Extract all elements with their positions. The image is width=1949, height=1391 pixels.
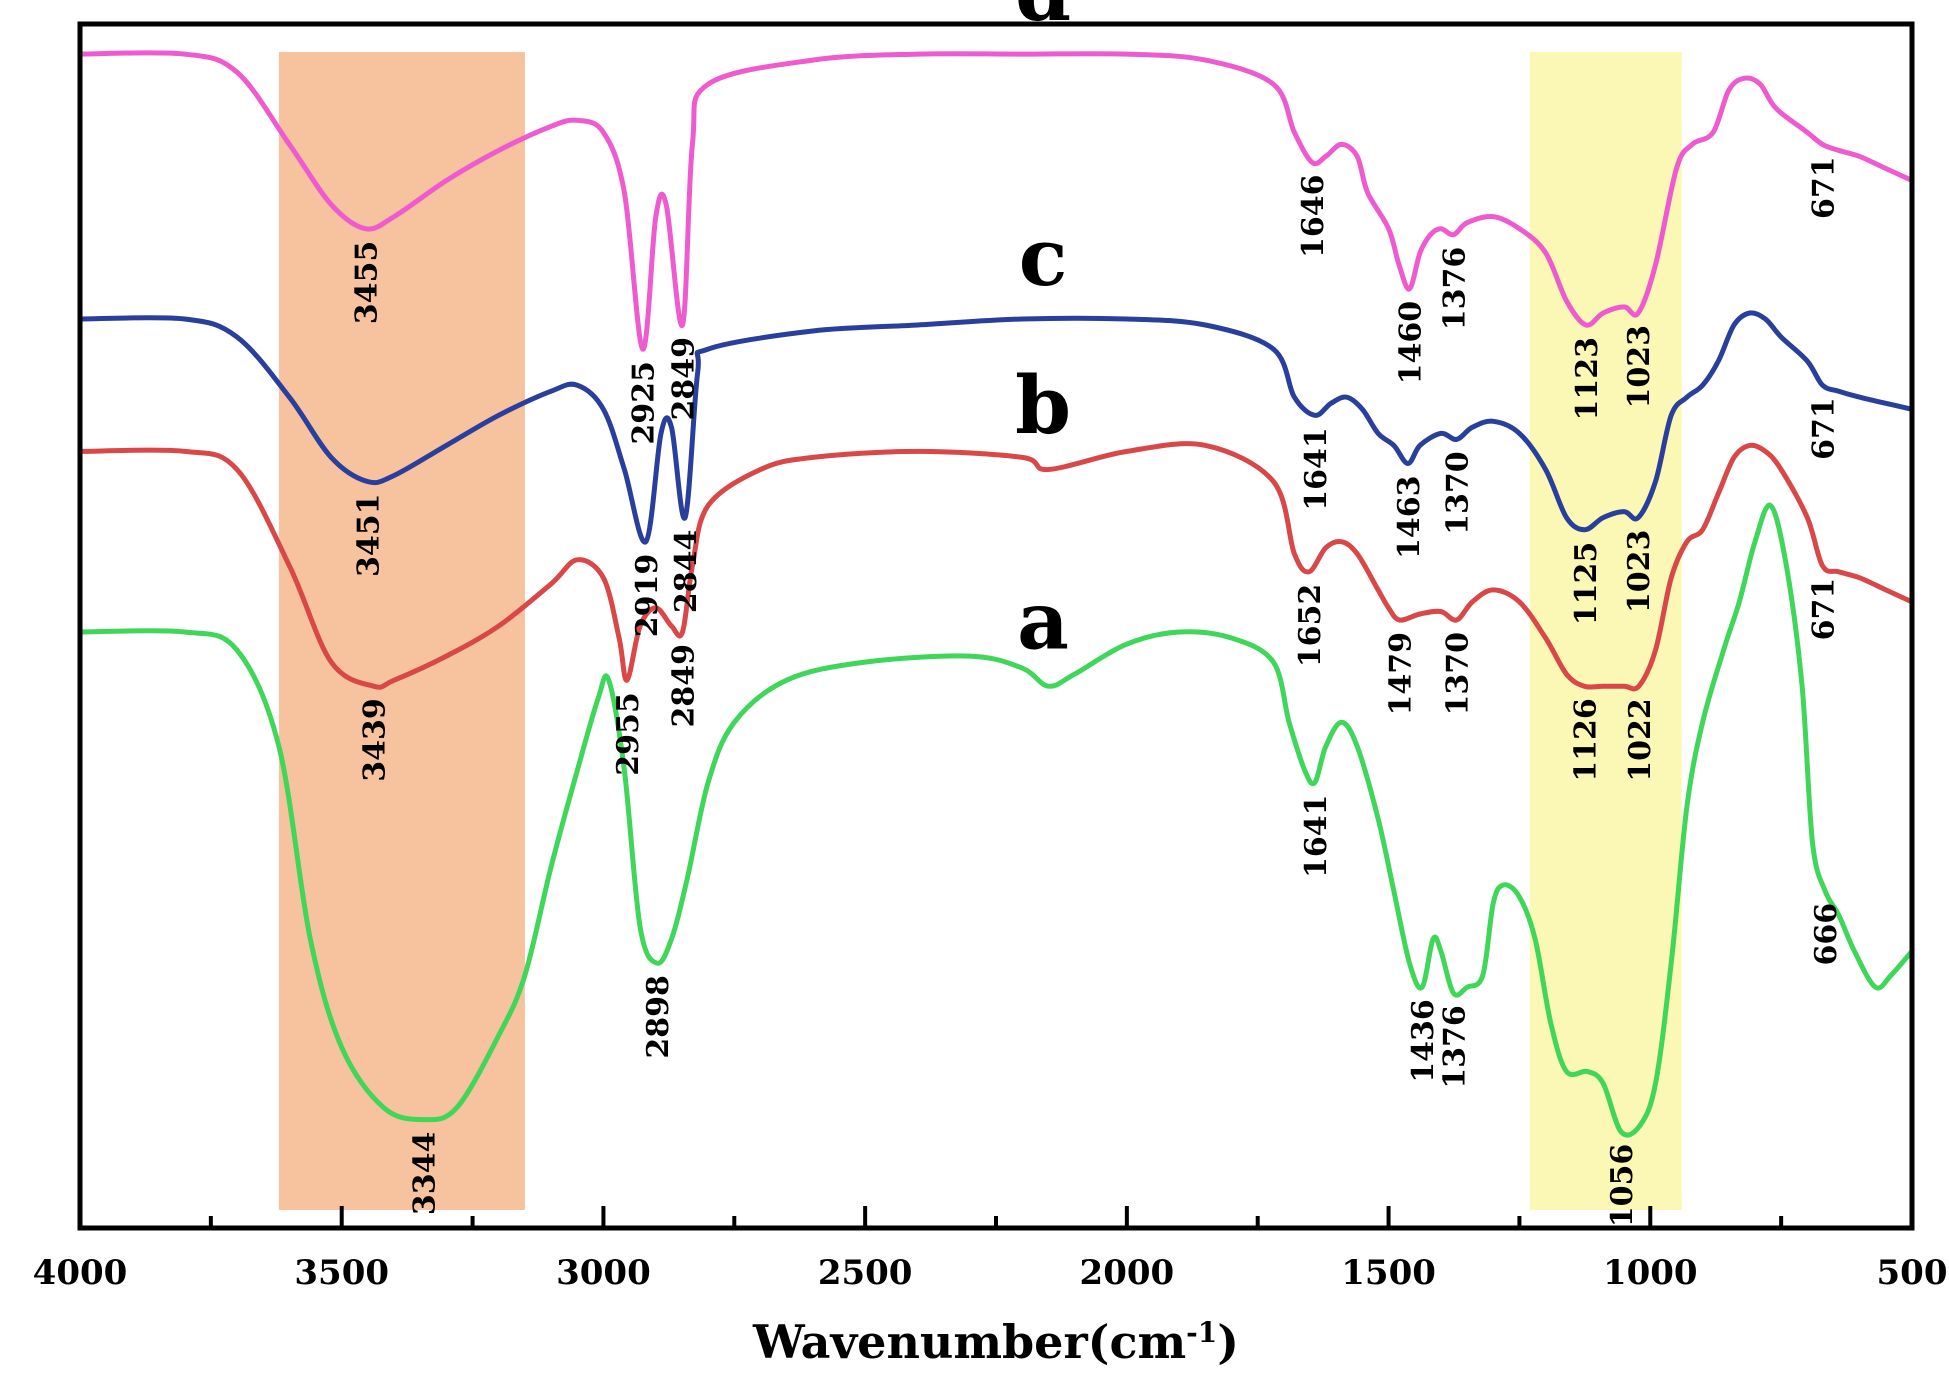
peak-label-d-1023: 1023 <box>1622 325 1657 409</box>
x-tick-label-1000: 1000 <box>1603 1253 1698 1293</box>
peak-label-a-2898: 2898 <box>641 975 676 1059</box>
peak-label-b-671: 671 <box>1807 578 1842 641</box>
peak-label-c-671: 671 <box>1807 397 1842 460</box>
peak-label-a-3344: 3344 <box>407 1132 442 1216</box>
highlight-bands <box>278 52 1682 1210</box>
x-axis-title: Wavenumber(cm-1) <box>752 1315 1239 1369</box>
peak-label-c-1023: 1023 <box>1622 530 1657 614</box>
x-tick-label-3000: 3000 <box>556 1253 651 1293</box>
peak-label-d-671: 671 <box>1807 156 1842 219</box>
peak-label-c-3451: 3451 <box>351 494 386 578</box>
x-axis-title-close: ) <box>1217 1315 1239 1369</box>
x-axis-title-sup: -1 <box>1186 1316 1217 1349</box>
highlight-band-1 <box>278 52 525 1210</box>
series-labels: d cb a <box>1015 0 1071 668</box>
peak-label-b-3439: 3439 <box>358 698 393 782</box>
x-tick-label-2000: 2000 <box>1080 1253 1175 1293</box>
series-label-d: d <box>1015 0 1071 39</box>
x-tick-label-4000: 4000 <box>33 1253 128 1293</box>
peak-label-b-1126: 1126 <box>1568 698 1603 782</box>
x-tick-label-3500: 3500 <box>294 1253 389 1293</box>
series-label-c: c <box>1019 210 1068 304</box>
peak-label-d-1376: 1376 <box>1438 247 1473 331</box>
peak-label-d-1123: 1123 <box>1570 337 1605 421</box>
peak-label-d-1646: 1646 <box>1296 175 1331 259</box>
peak-label-c-1125: 1125 <box>1569 542 1604 626</box>
x-axis-title-main: Wavenumber(cm <box>752 1315 1186 1369</box>
peak-label-c-1641: 1641 <box>1299 427 1334 511</box>
peak-label-d-2925: 2925 <box>627 361 662 445</box>
spectra-series <box>77 50 1915 1138</box>
peak-label-a-1436: 1436 <box>1406 999 1441 1082</box>
peak-label-a-666: 666 <box>1809 903 1844 966</box>
peak-label-d-1460: 1460 <box>1394 301 1429 385</box>
peak-label-c-2844: 2844 <box>669 530 704 614</box>
peak-label-d-3455: 3455 <box>349 241 384 325</box>
series-b-line <box>77 441 1915 692</box>
peak-label-c-1463: 1463 <box>1392 476 1427 560</box>
peak-label-b-2955: 2955 <box>611 692 646 776</box>
peak-label-d-2849: 2849 <box>667 337 702 421</box>
series-label-b: b <box>1015 358 1071 452</box>
series-c-line <box>77 310 1915 545</box>
series-d-line <box>77 50 1915 352</box>
peak-label-b-1370: 1370 <box>1441 632 1476 716</box>
peak-label-c-2919: 2919 <box>630 554 665 638</box>
peak-label-a-1376: 1376 <box>1438 1005 1473 1088</box>
peak-label-a-1056: 1056 <box>1605 1144 1640 1228</box>
series-a-line <box>77 502 1915 1138</box>
peak-label-c-1370: 1370 <box>1441 451 1476 535</box>
highlight-band-2 <box>1529 52 1682 1210</box>
x-tick-label-2500: 2500 <box>818 1253 913 1293</box>
peak-label-b-1652: 1652 <box>1293 584 1328 668</box>
x-axis: 4000 3500 3000 2500 2000 1500 1000 500 <box>33 1206 1948 1293</box>
x-tick-label-500: 500 <box>1877 1253 1948 1293</box>
peak-label-b-1022: 1022 <box>1623 698 1658 782</box>
peak-label-a-1641: 1641 <box>1299 795 1334 879</box>
x-tick-label-1500: 1500 <box>1341 1253 1436 1293</box>
series-label-a: a <box>1017 574 1069 668</box>
peak-label-b-2849: 2849 <box>667 644 702 728</box>
peak-label-b-1479: 1479 <box>1384 632 1419 716</box>
